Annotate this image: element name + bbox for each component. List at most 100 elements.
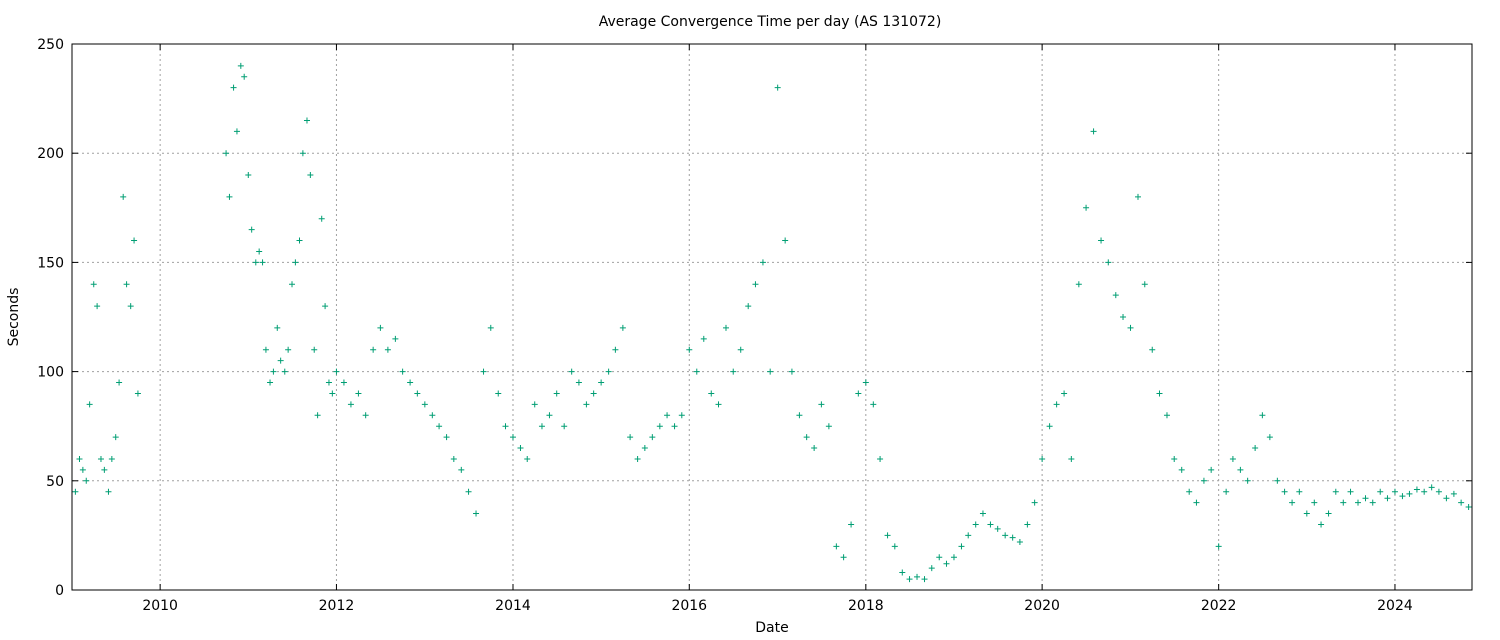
data-point	[1311, 499, 1318, 506]
data-point	[943, 560, 950, 567]
data-point	[1163, 412, 1170, 419]
data-point	[480, 368, 487, 375]
data-point	[958, 543, 965, 550]
data-point	[928, 565, 935, 572]
data-point	[76, 455, 83, 462]
data-point	[277, 357, 284, 364]
data-point	[318, 215, 325, 222]
data-point	[1215, 543, 1222, 550]
data-point	[1303, 510, 1310, 517]
data-point	[1112, 292, 1119, 299]
x-tick-label: 2014	[495, 598, 531, 614]
data-point	[285, 346, 292, 353]
data-point	[90, 281, 97, 288]
data-point	[752, 281, 759, 288]
data-point	[245, 172, 252, 179]
data-point	[414, 390, 421, 397]
data-point	[531, 401, 538, 408]
y-tick-label: 150	[37, 255, 64, 271]
data-point	[116, 379, 123, 386]
grid	[72, 44, 1472, 590]
data-point	[987, 521, 994, 528]
data-point	[811, 445, 818, 452]
data-point	[759, 259, 766, 266]
data-point	[230, 84, 237, 91]
data-point	[1098, 237, 1105, 244]
data-point	[634, 455, 641, 462]
y-tick-label: 0	[55, 583, 64, 599]
data-point	[979, 510, 986, 517]
data-point	[855, 390, 862, 397]
data-point	[678, 412, 685, 419]
x-tick-label: 2022	[1201, 598, 1237, 614]
data-point	[1075, 281, 1082, 288]
data-point	[226, 193, 233, 200]
data-point	[1149, 346, 1156, 353]
data-point	[97, 455, 104, 462]
data-point	[101, 466, 108, 473]
data-point	[1068, 455, 1075, 462]
data-point	[1332, 488, 1339, 495]
data-point	[972, 521, 979, 528]
data-point	[262, 346, 269, 353]
data-point	[443, 434, 450, 441]
data-point	[1347, 488, 1354, 495]
data-point	[94, 303, 101, 310]
data-point	[619, 324, 626, 331]
data-point	[1024, 521, 1031, 528]
data-point	[233, 128, 240, 135]
data-point	[936, 554, 943, 561]
data-point	[1039, 455, 1046, 462]
data-point	[583, 401, 590, 408]
data-point	[891, 543, 898, 550]
data-point	[641, 445, 648, 452]
data-point	[693, 368, 700, 375]
data-point	[730, 368, 737, 375]
data-point	[1421, 488, 1428, 495]
data-point	[86, 401, 93, 408]
data-point	[1223, 488, 1230, 495]
data-point	[311, 346, 318, 353]
data-point	[267, 379, 274, 386]
data-point	[347, 401, 354, 408]
data-point	[248, 226, 255, 233]
data-point	[1458, 499, 1465, 506]
data-point	[127, 303, 134, 310]
data-point	[465, 488, 472, 495]
data-point	[399, 368, 406, 375]
data-point	[803, 434, 810, 441]
data-point	[362, 412, 369, 419]
data-point	[605, 368, 612, 375]
data-point	[1384, 495, 1391, 502]
data-point	[223, 150, 230, 157]
data-point	[1061, 390, 1068, 397]
data-point	[1244, 477, 1251, 484]
data-point	[421, 401, 428, 408]
x-axis-label: Date	[755, 620, 788, 636]
data-point	[1318, 521, 1325, 528]
data-point	[1016, 538, 1023, 545]
data-point	[1362, 495, 1369, 502]
data-point	[83, 477, 90, 484]
data-point	[1281, 488, 1288, 495]
data-point	[270, 368, 277, 375]
data-point	[252, 259, 259, 266]
data-point	[105, 488, 112, 495]
y-tick-label: 200	[37, 146, 64, 162]
data-point	[840, 554, 847, 561]
data-point	[1046, 423, 1053, 430]
data-point	[307, 172, 314, 179]
data-point	[1443, 495, 1450, 502]
data-point	[1252, 445, 1259, 452]
data-point	[1237, 466, 1244, 473]
data-point	[108, 455, 115, 462]
data-point	[79, 466, 86, 473]
data-point	[241, 73, 248, 80]
data-point	[1465, 504, 1472, 511]
data-point	[333, 368, 340, 375]
data-point	[590, 390, 597, 397]
x-tick-label: 2010	[142, 598, 178, 614]
data-point	[517, 445, 524, 452]
axis-ticks: 0 50 100 150 200 250 2010 2012 2014 2016 2018 2020 2…	[37, 37, 1472, 614]
data-point	[686, 346, 693, 353]
